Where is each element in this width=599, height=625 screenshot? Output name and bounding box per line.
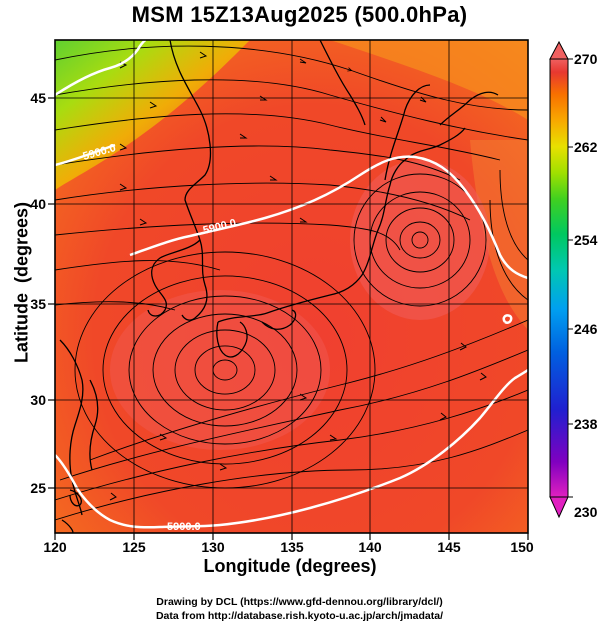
colorbar-tick-label: 238 xyxy=(574,416,598,432)
y-tick-label: 30 xyxy=(30,392,46,408)
x-axis-label: Longitude (degrees) xyxy=(203,556,377,576)
x-tick-label: 140 xyxy=(358,539,382,555)
y-tick-label: 40 xyxy=(30,196,46,212)
streamlines xyxy=(55,45,528,521)
contour-line xyxy=(55,40,147,97)
credit-drawing: Drawing by DCL (https://www.gfd-dennou.o… xyxy=(156,596,443,608)
y-axis-label: Latitude (degrees) xyxy=(11,201,32,364)
x-tick-label: 120 xyxy=(43,539,67,555)
x-tick-label: 150 xyxy=(510,539,534,555)
flow-arrows xyxy=(109,51,487,501)
colorbar-tick-label: 246 xyxy=(574,321,598,337)
cold-air-region xyxy=(55,40,250,190)
low-pressure-area xyxy=(350,160,490,320)
lat-lon-grid xyxy=(55,40,528,533)
colorbar-tick-label: 230 xyxy=(574,504,598,520)
x-tick-label: 125 xyxy=(122,539,146,555)
colorbar-tick-label: 270 xyxy=(574,51,598,67)
colorbar-upper-arrow xyxy=(549,40,569,60)
x-tick-label: 135 xyxy=(280,539,304,555)
contour-label: 5900.0 xyxy=(167,521,201,533)
colorbar-tick-label: 254 xyxy=(574,232,598,248)
y-tick-label: 45 xyxy=(30,90,46,106)
contour-line xyxy=(502,314,513,324)
y-tick-label: 35 xyxy=(30,296,46,312)
colorbar-tick-label: 262 xyxy=(574,139,598,155)
colorbar-lower-arrow xyxy=(549,496,569,519)
contour-line xyxy=(55,143,116,167)
contour-line xyxy=(129,155,528,280)
colorbar: 270 262 254 246 238 230 xyxy=(549,40,598,520)
map-title: MSM 15Z13Aug2025 (500.0hPa) xyxy=(131,2,468,27)
y-tick-label: 25 xyxy=(30,480,46,496)
credit-data-source: Data from http://database.rish.kyoto-u.a… xyxy=(155,610,444,622)
x-tick-label: 130 xyxy=(201,539,225,555)
x-tick-label: 145 xyxy=(437,539,461,555)
